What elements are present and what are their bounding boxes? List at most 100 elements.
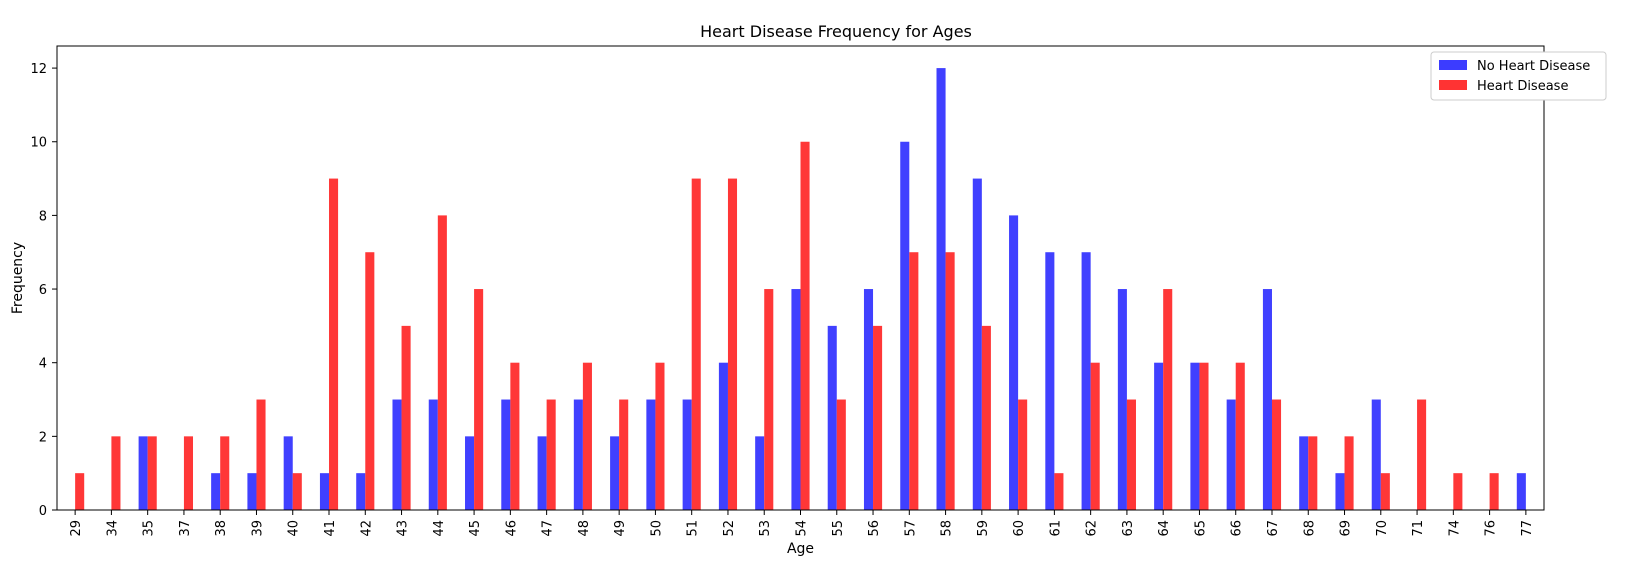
x-tick-label: 76 [1484, 520, 1499, 537]
bar-heart-disease-65 [1199, 362, 1209, 510]
bar-heart-disease-74 [1453, 473, 1463, 510]
x-axis: 29 34 35 37 38 39 40 41 42 43 44 45 46 47 48 49 50 51 52 53… [69, 510, 1535, 537]
y-tick-label: 0 [39, 504, 47, 519]
x-tick-label: 51 [686, 520, 701, 537]
bar-no-heart-disease-48 [573, 399, 583, 510]
bar-heart-disease-46 [510, 362, 520, 510]
x-tick-label: 67 [1266, 520, 1281, 537]
bar-no-heart-disease-69 [1335, 473, 1345, 510]
x-tick-label: 61 [1048, 520, 1063, 537]
bar-no-heart-disease-58 [936, 68, 946, 510]
bar-heart-disease-67 [1271, 399, 1282, 510]
x-tick-label: 46 [504, 520, 519, 537]
bar-heart-disease-64 [1163, 289, 1173, 510]
x-tick-label: 68 [1302, 520, 1317, 537]
bar-heart-disease-34 [111, 436, 121, 510]
x-tick-label: 63 [1121, 520, 1136, 537]
bar-heart-disease-70 [1380, 473, 1390, 510]
bar-no-heart-disease-63 [1117, 289, 1127, 510]
bar-heart-disease-61 [1054, 473, 1064, 510]
bar-no-heart-disease-61 [1045, 252, 1055, 510]
bar-heart-disease-41 [329, 178, 339, 511]
x-tick-label: 74 [1447, 520, 1462, 537]
x-tick-label: 41 [323, 520, 338, 537]
legend-box [1430, 51, 1607, 101]
x-tick-label: 48 [577, 520, 592, 537]
bar-heart-disease-76 [1489, 473, 1499, 510]
bar-no-heart-disease-66 [1226, 399, 1236, 510]
y-tick-label: 12 [30, 62, 47, 77]
bar-no-heart-disease-38 [211, 473, 221, 510]
bar-heart-disease-71 [1417, 399, 1427, 510]
bar-heart-disease-62 [1090, 362, 1100, 510]
plot-frame [56, 45, 1545, 511]
bar-heart-disease-69 [1344, 436, 1354, 510]
bar-heart-disease-42 [365, 252, 375, 510]
legend-swatch [1439, 60, 1467, 70]
x-tick-label: 58 [940, 520, 955, 537]
bar-heart-disease-55 [836, 399, 846, 510]
bar-heart-disease-48 [582, 362, 592, 510]
bar-no-heart-disease-70 [1371, 399, 1381, 510]
x-tick-label: 62 [1085, 520, 1100, 537]
bar-no-heart-disease-44 [428, 399, 438, 510]
bar-heart-disease-35 [147, 436, 157, 510]
bar-no-heart-disease-45 [465, 436, 475, 510]
x-tick-label: 29 [69, 520, 84, 537]
x-tick-label: 44 [432, 520, 447, 537]
bar-no-heart-disease-77 [1516, 473, 1526, 510]
bar-no-heart-disease-65 [1190, 362, 1200, 510]
x-tick-label: 40 [287, 520, 302, 537]
bar-no-heart-disease-59 [972, 178, 982, 511]
bar-heart-disease-40 [292, 473, 302, 510]
bar-heart-disease-50 [655, 362, 665, 510]
bar-heart-disease-45 [474, 289, 484, 510]
bar-heart-disease-68 [1308, 436, 1318, 510]
x-tick-label: 56 [867, 520, 882, 537]
bar-no-heart-disease-43 [392, 399, 402, 510]
x-tick-label: 45 [468, 520, 483, 537]
x-tick-label: 55 [831, 520, 846, 537]
y-tick-label: 2 [39, 430, 47, 445]
x-tick-label: 53 [758, 520, 773, 537]
legend-label: No Heart Disease [1477, 59, 1590, 74]
bar-heart-disease-56 [873, 325, 883, 510]
legend-swatch [1439, 80, 1467, 90]
bar-heart-disease-44 [437, 215, 447, 510]
x-tick-label: 57 [903, 520, 918, 537]
bar-no-heart-disease-68 [1299, 436, 1309, 510]
x-tick-label: 34 [105, 520, 120, 537]
bar-no-heart-disease-64 [1154, 362, 1164, 510]
bar-heart-disease-37 [183, 436, 194, 510]
bar-no-heart-disease-41 [319, 473, 330, 510]
bar-no-heart-disease-42 [356, 473, 366, 510]
x-tick-label: 65 [1193, 520, 1208, 537]
bar-no-heart-disease-60 [1009, 215, 1019, 510]
bar-no-heart-disease-51 [682, 399, 692, 510]
bar-heart-disease-29 [75, 473, 85, 510]
x-tick-label: 42 [359, 520, 374, 537]
bar-no-heart-disease-50 [646, 399, 656, 510]
x-tick-label: 69 [1339, 520, 1354, 537]
bar-heart-disease-52 [727, 178, 738, 511]
x-tick-label: 64 [1157, 520, 1172, 537]
bar-no-heart-disease-53 [755, 436, 765, 510]
bar-no-heart-disease-49 [610, 436, 620, 510]
bar-no-heart-disease-55 [827, 325, 837, 510]
x-tick-label: 59 [976, 520, 991, 537]
x-tick-label: 50 [649, 520, 664, 537]
bar-heart-disease-58 [945, 252, 955, 510]
bar-no-heart-disease-47 [537, 436, 547, 510]
y-tick-label: 6 [39, 283, 47, 298]
x-tick-label: 71 [1411, 520, 1426, 537]
bar-no-heart-disease-40 [283, 436, 293, 510]
bar-heart-disease-51 [691, 178, 701, 511]
x-tick-label: 60 [1012, 520, 1027, 537]
bar-heart-disease-63 [1126, 399, 1136, 510]
y-axis: 0 2 4 6 8 10 12 [30, 62, 57, 519]
x-tick-label: 47 [541, 520, 556, 537]
bar-no-heart-disease-57 [900, 141, 910, 510]
bar-heart-disease-43 [401, 325, 411, 510]
